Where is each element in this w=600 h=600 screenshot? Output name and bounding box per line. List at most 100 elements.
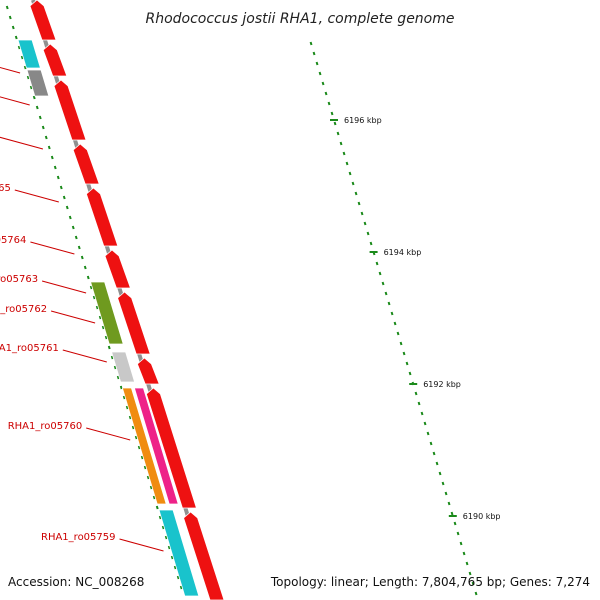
scale-dot [393,321,397,326]
scale-dot [387,301,391,306]
label-leader-line [86,427,131,441]
track-dot [149,485,153,490]
gene-arrow-plus [145,387,197,509]
scale-dot [438,471,442,476]
track-dot [41,125,45,130]
annotation-track [5,5,183,590]
scale-dot [471,581,475,586]
scale-dot [363,221,367,226]
map-title: Rhodococcus jostii RHA1, complete genome [145,11,454,27]
gene-block-lightgray [111,351,136,383]
gene-block-olive [90,281,124,345]
track-dot [11,25,15,30]
track-dot [164,535,168,540]
track-dot [32,95,36,100]
scale-tick-label: 6196 kbp [344,116,382,125]
track-dot [161,525,165,530]
track-dot [155,505,159,510]
scale-dot [450,511,454,516]
scale-dot [396,331,400,336]
track-dot [14,35,18,40]
gene-arrow-plus [53,79,87,141]
scale-dot [435,461,439,466]
track-dot [50,155,54,160]
gene-arrow-plus [29,0,57,41]
scale-dot [342,151,346,156]
track-dot [170,555,174,560]
scale-dot [327,101,331,106]
scale-dot [465,561,469,566]
label-leader-line [50,310,96,324]
gene-block-cyan [17,39,41,69]
scale-dot [399,341,403,346]
scale-dot [441,481,445,486]
track-dot [47,145,51,150]
track-dot [131,425,135,430]
track-dot [152,495,156,500]
scale-dot [453,521,457,526]
scale-dot [462,551,466,556]
track-dot [134,435,138,440]
scale-dot [459,541,463,546]
track-dot [119,385,123,390]
track-dot [143,465,147,470]
scale-dot [366,231,370,236]
track-dot [74,235,78,240]
label-leader-line [0,96,30,106]
scale-dot [402,351,406,356]
gene-label: RHA1_ro05760 [8,421,83,432]
track-dot [53,165,57,170]
track-dot [128,415,132,420]
scale-dot [351,181,355,186]
scale-dot [408,371,412,376]
scale-tick-label: 6192 kbp [423,380,461,389]
track-dot [167,545,171,550]
accession-text: Accession: NC_008268 [8,575,144,589]
genome-summary-text: Topology: linear; Length: 7,804,765 bp; … [270,575,590,589]
gene-arrow-plus [104,249,131,289]
gene-arrow-plus [42,43,68,77]
gene-label: RHA1_ro05761 [0,343,59,354]
scale-dot [324,91,328,96]
track-dot [95,305,99,310]
scale-dot [375,261,379,266]
scale-dot [315,61,319,66]
track-dot [179,585,183,590]
scale-dot [312,51,316,56]
scale-dot [429,441,433,446]
track-dot [86,275,90,280]
track-dot [98,315,102,320]
track-dot [26,75,30,80]
gene-arrow-plus [72,143,100,185]
track-dot [140,455,144,460]
track-dot [20,55,24,60]
gene-arrow-plus [85,187,119,247]
track-dot [125,405,129,410]
track-dot [65,205,69,210]
track-dot [62,195,66,200]
track-dot [68,215,72,220]
track-dot [23,65,27,70]
scale-dot [357,201,361,206]
track-dot [17,45,21,50]
label-leader-line [0,66,21,74]
scale-dot [384,291,388,296]
label-leader-line [41,280,87,294]
track-dot [158,515,162,520]
scale-dot [354,191,358,196]
track-dot [35,105,39,110]
scale-tick-label: 6194 kbp [384,248,422,257]
gene-label: RHA1_ro05762 [0,304,47,315]
scale-dot [405,361,409,366]
track-dot [38,115,42,120]
track-dot [44,135,48,140]
scale-dot [456,531,460,536]
scale-dot [378,271,382,276]
gene-label: RHA1_ro05765 [0,183,11,194]
scale-dot [333,121,337,126]
track-dot [92,295,96,300]
track-dot [116,375,120,380]
label-leader-line [14,189,59,203]
track-dot [107,345,111,350]
